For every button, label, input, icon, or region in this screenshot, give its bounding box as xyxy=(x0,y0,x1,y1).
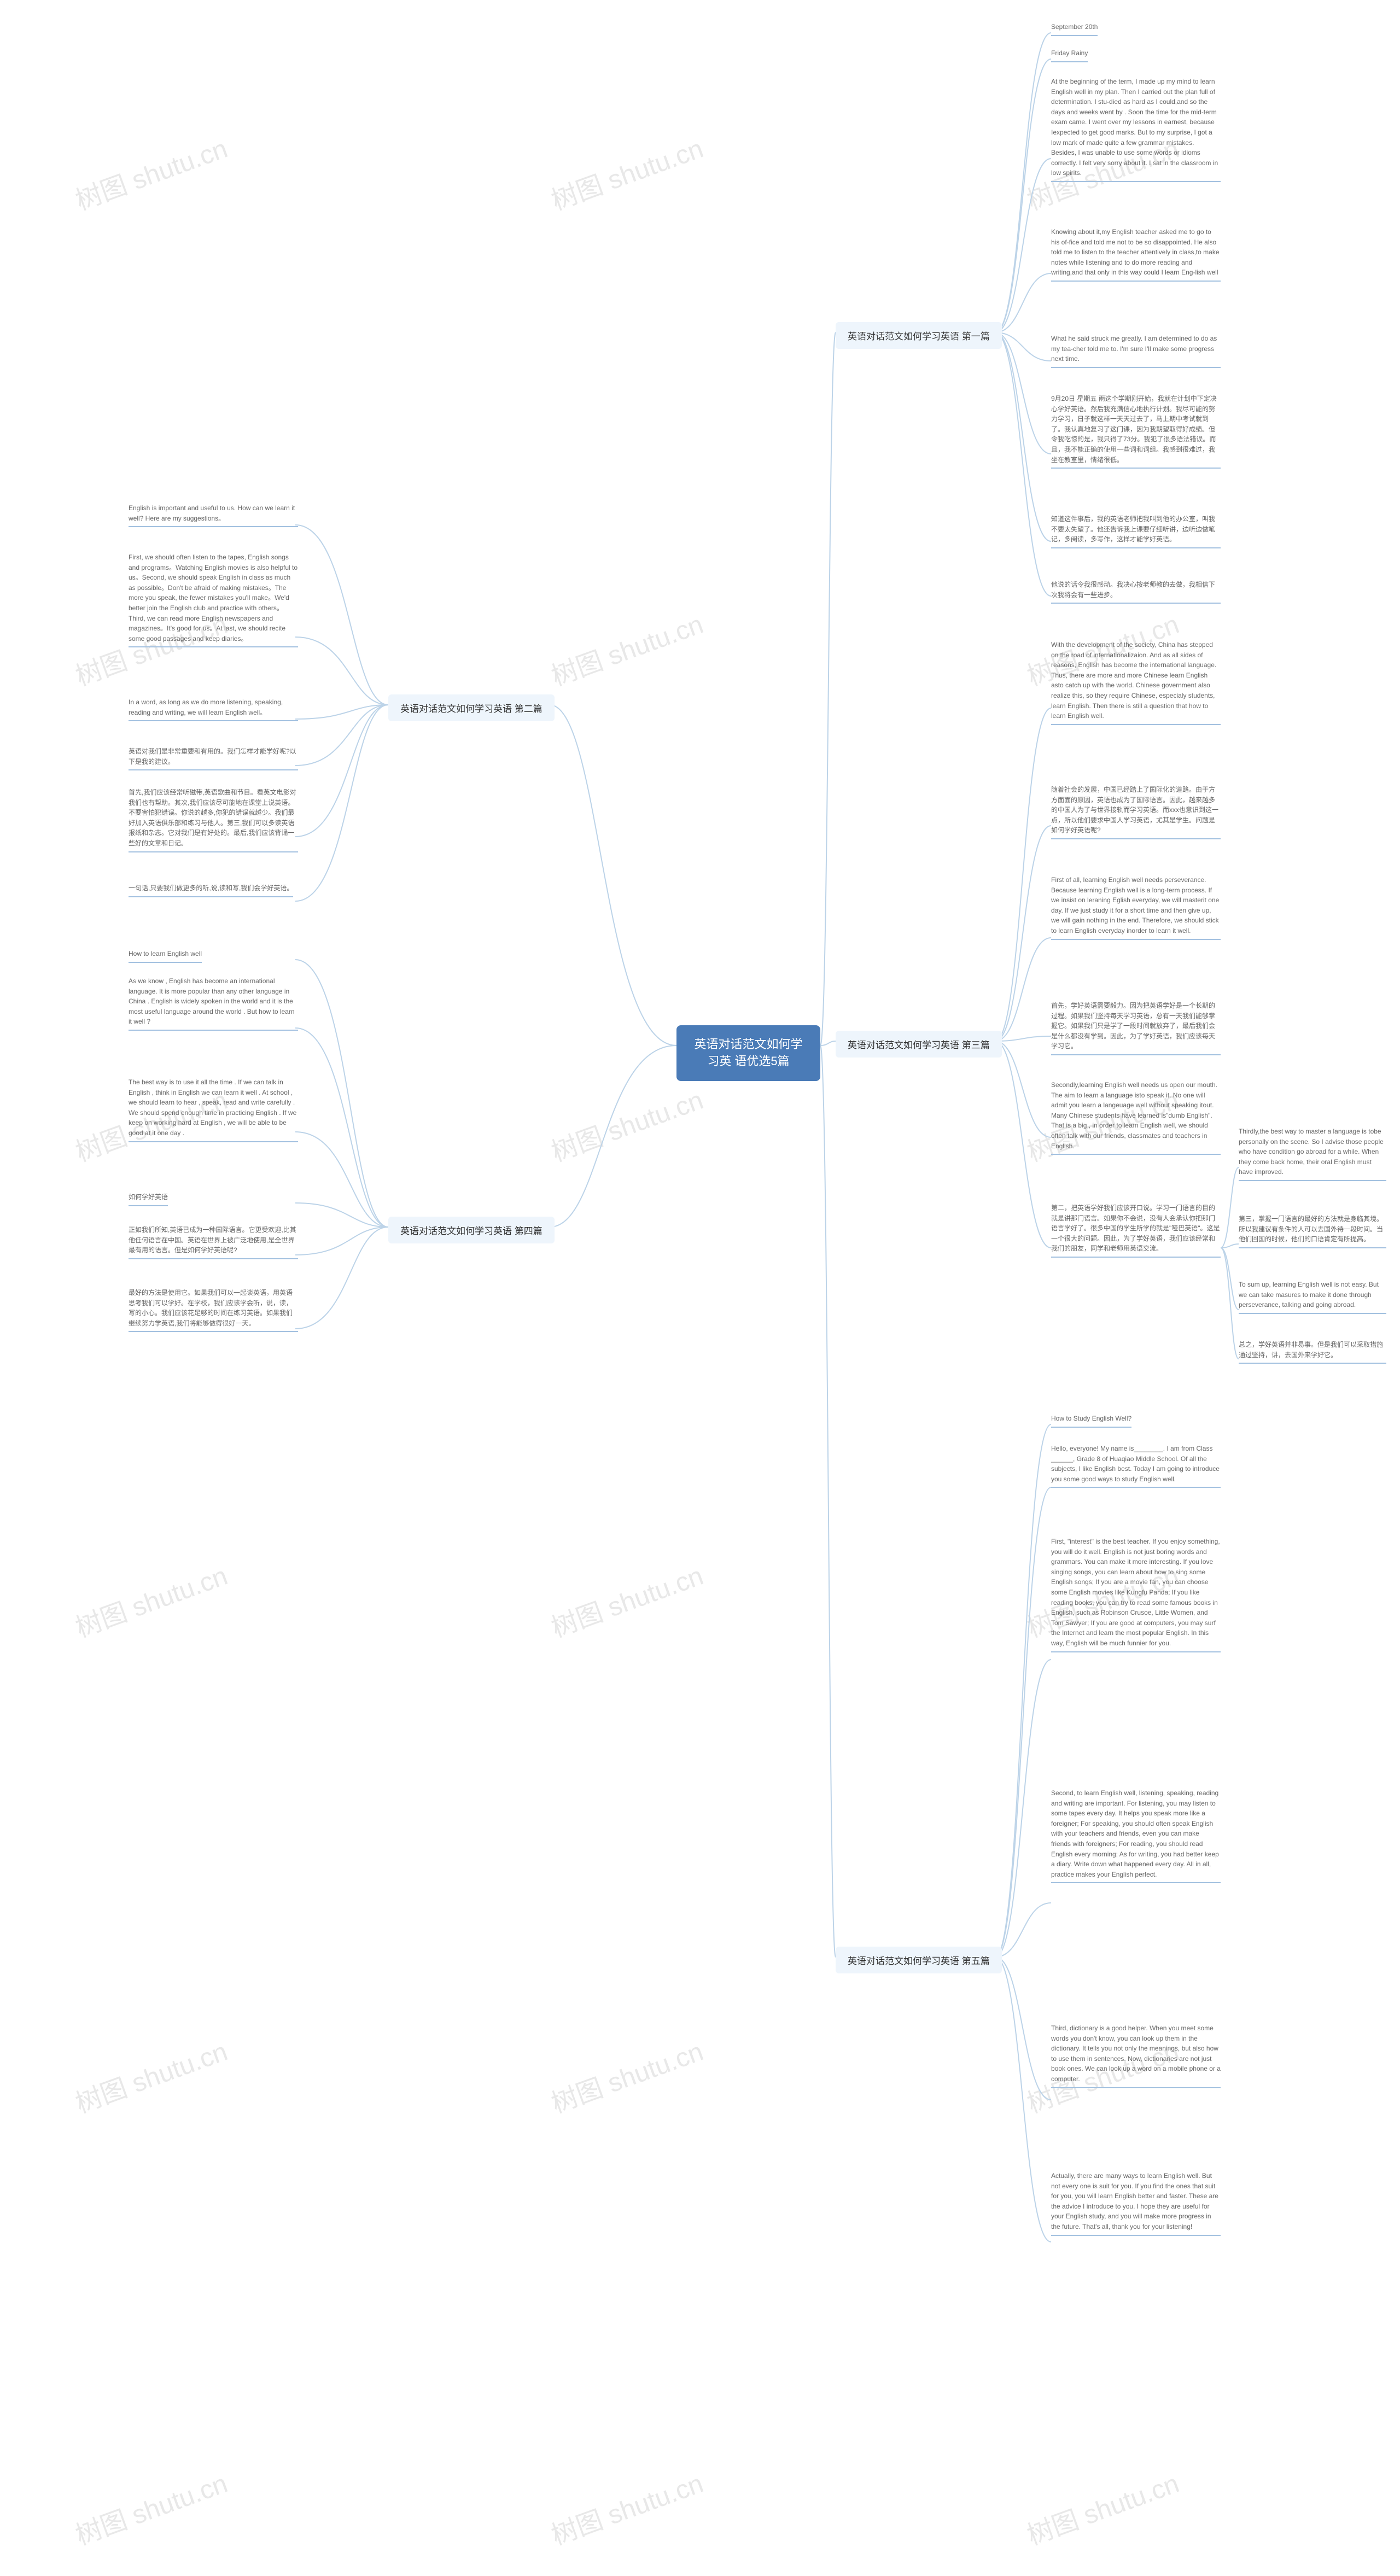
leaf-r3-8: To sum up, learning English well is not … xyxy=(1239,1280,1386,1314)
leaf-r3-2: First of all, learning English well need… xyxy=(1051,875,1221,940)
leaf-l2-4: 首先,我们应该经常听磁带,英语歌曲和节目。看英文电影对我们也有帮助。其次,我们应… xyxy=(129,787,298,852)
leaf-r3-7: 第三，掌握一门语言的最好的方法就是身临其境。所以我建议有条件的人可以去国外待一段… xyxy=(1239,1214,1386,1248)
leaf-r1-0: September 20th xyxy=(1051,22,1098,36)
leaf-r1-1: Friday Rainy xyxy=(1051,48,1088,62)
leaf-r5-5: Actually, there are many ways to learn E… xyxy=(1051,2171,1221,2236)
chapter-l4: 英语对话范文如何学习英语 第四篇 xyxy=(388,1217,555,1243)
leaf-l2-0: English is important and useful to us. H… xyxy=(129,503,298,527)
center-node: 英语对话范文如何学习英 语优选5篇 xyxy=(676,1025,820,1081)
leaf-l4-0: How to learn English well xyxy=(129,949,202,963)
leaf-r5-1: Hello, everyone! My name is________. I a… xyxy=(1051,1444,1221,1488)
leaf-l4-5: 最好的方法是使用它。如果我们可以一起谈英语，用英语思考我们可以学好。在学校，我们… xyxy=(129,1288,298,1332)
leaf-r1-6: 知道这件事后，我的英语老师把我叫到他的办公室，叫我不要太失望了。他还告诉我上课要… xyxy=(1051,514,1221,548)
leaf-r5-2: First, "interest" is the best teacher. I… xyxy=(1051,1537,1221,1652)
leaf-r1-7: 他说的话令我很感动。我决心按老师教的去做，我相信下次我将会有一些进步。 xyxy=(1051,580,1221,604)
leaf-r3-6: Thirdly,the best way to master a languag… xyxy=(1239,1126,1386,1181)
leaf-r5-4: Third, dictionary is a good helper. When… xyxy=(1051,2023,1221,2088)
leaf-r3-1: 随着社会的发展，中国已经踏上了国际化的道路。由于方方面面的原因，英语也成为了国际… xyxy=(1051,785,1221,839)
leaf-r1-5: 9月20日 星期五 雨这个学期刚开始，我就在计划中下定决心学好英语。然后我充满信… xyxy=(1051,394,1221,469)
leaf-r3-9: 总之，学好英语并非易事。但是我们可以采取措施通过坚持，讲，去国外来学好它。 xyxy=(1239,1340,1386,1364)
leaf-l4-1: As we know , English has become an inter… xyxy=(129,976,298,1031)
watermark: 树图 shutu.cn xyxy=(1021,2462,1183,2552)
leaf-l4-3: 如何学好英语 xyxy=(129,1192,168,1206)
chapter-l2: 英语对话范文如何学习英语 第二篇 xyxy=(388,694,555,721)
leaf-r3-0: With the development of the society, Chi… xyxy=(1051,640,1221,725)
watermark: 树图 shutu.cn xyxy=(69,127,232,217)
leaf-r1-3: Knowing about it,my English teacher aske… xyxy=(1051,227,1221,282)
watermark: 树图 shutu.cn xyxy=(545,1554,708,1644)
leaf-r3-5: 第二，把英语学好我们应该开口说。学习一门语言的目的就是讲那门语言。如果你不会说，… xyxy=(1051,1203,1221,1258)
watermark: 树图 shutu.cn xyxy=(545,2030,708,2120)
watermark: 树图 shutu.cn xyxy=(545,603,708,693)
leaf-r3-4: Secondly,learning English well needs us … xyxy=(1051,1080,1221,1155)
watermark: 树图 shutu.cn xyxy=(69,2030,232,2120)
leaf-r3-3: 首先，学好英语需要毅力。因为把英语学好是一个长期的过程。如果我们坚持每天学习英语… xyxy=(1051,1001,1221,1055)
leaf-r5-3: Second, to learn English well, listening… xyxy=(1051,1788,1221,1883)
watermark: 树图 shutu.cn xyxy=(69,2462,232,2552)
leaf-r5-0: How to Study English Well? xyxy=(1051,1413,1131,1428)
leaf-r1-4: What he said struck me greatly. I am det… xyxy=(1051,334,1221,368)
leaf-l2-3: 英语对我们是非常重要和有用的。我们怎样才能学好呢?以下是我的建议。 xyxy=(129,746,298,770)
watermark: 树图 shutu.cn xyxy=(69,1554,232,1644)
leaf-r1-2: At the beginning of the term, I made up … xyxy=(1051,77,1221,182)
leaf-l2-5: 一句话,只要我们做更多的听,说,读和写,我们会学好英语。 xyxy=(129,883,293,897)
chapter-r1: 英语对话范文如何学习英语 第一篇 xyxy=(836,322,1002,349)
watermark: 树图 shutu.cn xyxy=(545,1078,708,1169)
watermark: 树图 shutu.cn xyxy=(545,127,708,217)
chapter-r3: 英语对话范文如何学习英语 第三篇 xyxy=(836,1031,1002,1058)
leaf-l2-2: In a word, as long as we do more listeni… xyxy=(129,697,298,721)
watermark: 树图 shutu.cn xyxy=(545,2462,708,2552)
chapter-r5: 英语对话范文如何学习英语 第五篇 xyxy=(836,1947,1002,1973)
leaf-l2-1: First, we should often listen to the tap… xyxy=(129,552,298,647)
leaf-l4-2: The best way is to use it all the time .… xyxy=(129,1077,298,1142)
leaf-l4-4: 正如我们所知,英语已成为一种国际语言。它更受欢迎,比其他任何语言在中国。英语在世… xyxy=(129,1225,298,1259)
